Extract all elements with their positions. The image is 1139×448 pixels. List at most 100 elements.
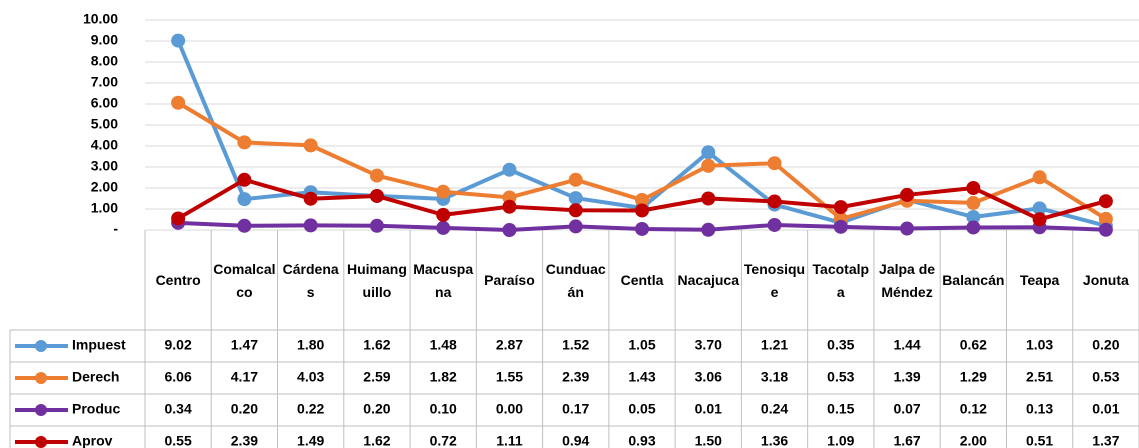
table-value: 1.39 bbox=[893, 369, 920, 385]
table-value: 2.51 bbox=[1026, 369, 1053, 385]
point bbox=[1098, 222, 1113, 237]
point bbox=[635, 203, 649, 218]
y-tick-label: 10.00 bbox=[83, 11, 118, 27]
table-value: 1.49 bbox=[297, 433, 324, 448]
point bbox=[237, 218, 252, 233]
legend-marker bbox=[35, 340, 47, 352]
point bbox=[237, 135, 252, 150]
y-tick-label: 7.00 bbox=[91, 74, 118, 90]
table-value: 0.20 bbox=[231, 401, 258, 417]
table-value: 1.37 bbox=[1092, 433, 1119, 448]
point bbox=[900, 187, 915, 202]
point bbox=[502, 199, 517, 214]
category-label: Macuspana bbox=[413, 260, 474, 300]
table-value: 1.36 bbox=[761, 433, 788, 448]
point bbox=[900, 221, 915, 236]
category-label: Huimanguillo bbox=[346, 260, 407, 300]
point bbox=[1032, 212, 1047, 227]
point bbox=[635, 192, 649, 207]
y-tick-label: 1.00 bbox=[91, 200, 118, 216]
category-label: Jonuta bbox=[1082, 272, 1129, 288]
table-value: 0.01 bbox=[695, 401, 722, 417]
point bbox=[369, 188, 384, 203]
table-value: 1.50 bbox=[695, 433, 722, 448]
category-label: Centro bbox=[155, 272, 201, 288]
table-value: 1.48 bbox=[430, 337, 457, 353]
table-value: 0.05 bbox=[628, 401, 655, 417]
y-tick-label: 2.00 bbox=[91, 179, 118, 195]
legend-label: Aprov bbox=[72, 433, 113, 448]
point bbox=[369, 168, 384, 183]
table-value: 0.22 bbox=[297, 401, 324, 417]
point bbox=[767, 194, 782, 209]
table-value: 0.00 bbox=[496, 401, 523, 417]
table-value: 4.17 bbox=[231, 369, 258, 385]
legend-label: Impuest bbox=[72, 337, 126, 353]
point bbox=[1032, 170, 1047, 185]
table-value: 1.52 bbox=[562, 337, 589, 353]
table-value: 0.01 bbox=[1092, 401, 1119, 417]
y-tick-label: 5.00 bbox=[91, 116, 118, 132]
category-label: Teapa bbox=[1019, 272, 1060, 288]
table-value: 0.13 bbox=[1026, 401, 1053, 417]
table-value: 1.29 bbox=[960, 369, 987, 385]
table-value: 0.35 bbox=[827, 337, 854, 353]
point bbox=[767, 217, 782, 232]
point bbox=[701, 145, 716, 160]
category-label: Tenosique bbox=[743, 260, 806, 300]
table-value: 1.03 bbox=[1026, 337, 1053, 353]
point bbox=[833, 200, 848, 215]
y-tick-label: - bbox=[113, 221, 118, 237]
table-value: 0.53 bbox=[1092, 369, 1119, 385]
table-value: 1.09 bbox=[827, 433, 854, 448]
table-value: 1.62 bbox=[363, 433, 390, 448]
table-value: 2.00 bbox=[960, 433, 987, 448]
table-value: 4.03 bbox=[297, 369, 324, 385]
category-label: Comalcalco bbox=[213, 260, 276, 300]
point bbox=[1032, 201, 1047, 216]
point bbox=[966, 209, 981, 224]
point bbox=[303, 191, 318, 206]
table-value: 6.06 bbox=[165, 369, 192, 385]
table-value: 0.55 bbox=[165, 433, 192, 448]
legend-label: Produc bbox=[72, 401, 120, 417]
table-value: 1.44 bbox=[893, 337, 920, 353]
point bbox=[171, 211, 186, 226]
point bbox=[436, 184, 451, 199]
table-value: 2.39 bbox=[231, 433, 258, 448]
point bbox=[171, 95, 186, 110]
point bbox=[237, 172, 252, 187]
point bbox=[1098, 194, 1113, 209]
category-label: Centla bbox=[620, 272, 664, 288]
table-value: 0.93 bbox=[628, 433, 655, 448]
table-value: 3.06 bbox=[695, 369, 722, 385]
point bbox=[701, 222, 716, 237]
table-value: 0.62 bbox=[960, 337, 987, 353]
table-value: 0.20 bbox=[363, 401, 390, 417]
table-value: 2.39 bbox=[562, 369, 589, 385]
legend-marker bbox=[35, 404, 47, 416]
table-value: 1.05 bbox=[628, 337, 655, 353]
table-value: 0.51 bbox=[1026, 433, 1053, 448]
table-value: 0.94 bbox=[562, 433, 589, 448]
point bbox=[568, 191, 583, 206]
table-value: 0.72 bbox=[430, 433, 457, 448]
y-tick-label: 6.00 bbox=[91, 95, 118, 111]
table-value: 1.43 bbox=[628, 369, 655, 385]
point bbox=[635, 221, 649, 236]
table-value: 1.47 bbox=[231, 337, 258, 353]
category-label: Paraíso bbox=[484, 272, 535, 288]
y-tick-label: 8.00 bbox=[91, 53, 118, 69]
point bbox=[833, 219, 848, 234]
table-value: 1.11 bbox=[496, 433, 523, 448]
point bbox=[966, 220, 981, 235]
legend-marker bbox=[35, 436, 47, 448]
point bbox=[436, 220, 451, 235]
point bbox=[171, 33, 186, 48]
point bbox=[436, 207, 451, 222]
table-value: 1.55 bbox=[496, 369, 523, 385]
table-value: 0.20 bbox=[1092, 337, 1119, 353]
table-value: 1.62 bbox=[363, 337, 390, 353]
